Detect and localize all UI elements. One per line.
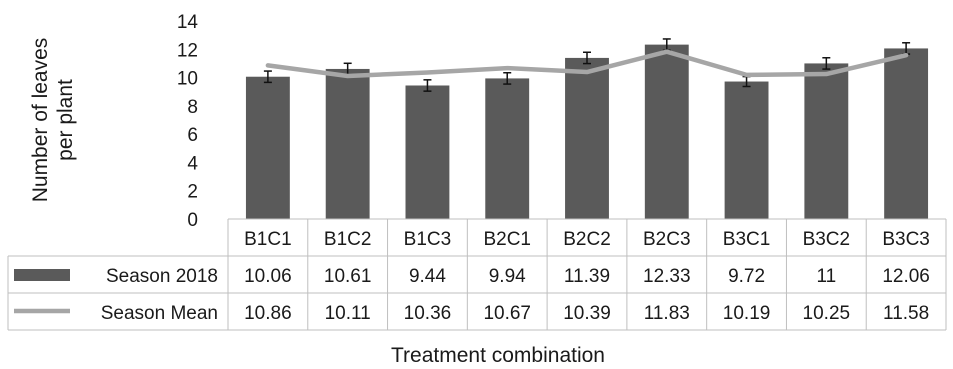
bar-b1c1	[245, 76, 290, 219]
bar-b3c3	[884, 48, 929, 220]
data-label-season-2018: 9.94	[489, 266, 526, 287]
y-tick-label: 10	[177, 69, 198, 90]
y-axis-ticks: 0 2 4 6 8 10 12 14	[177, 12, 199, 231]
data-label-season-mean: 10.39	[563, 303, 611, 324]
data-label-season-2018: 12.06	[882, 266, 930, 287]
data-label-season-2018: 9.44	[409, 266, 446, 287]
y-tick-label: 4	[187, 153, 198, 174]
y-tick-label: 12	[177, 40, 198, 61]
x-tick-label: B1C2	[324, 229, 372, 250]
data-label-season-2018: 10.61	[324, 266, 372, 287]
y-tick-label: 0	[187, 210, 198, 231]
error-bar-b1c3	[423, 79, 432, 92]
data-label-season-2018: 11.39	[564, 266, 610, 287]
bar-b1c2	[325, 68, 370, 220]
data-label-season-mean: 10.67	[483, 303, 531, 324]
x-tick-label: B2C3	[643, 229, 691, 250]
y-axis-title-line-1: Number of leaves	[29, 38, 52, 203]
data-label-season-mean: 10.25	[803, 303, 851, 324]
bar-b2c2	[565, 57, 609, 219]
data-label-season-mean: 10.36	[404, 303, 452, 324]
error-bar-b2c2	[583, 51, 591, 65]
bar-b1c3	[405, 85, 450, 220]
bar-b2c3	[644, 44, 689, 219]
y-tick-label: 6	[187, 125, 198, 146]
x-tick-label: B3C2	[803, 229, 851, 250]
x-tick-label: B2C1	[483, 229, 531, 250]
error-bar-b3c2	[822, 57, 831, 70]
data-label-season-mean: 11.58	[883, 303, 929, 324]
data-label-season-mean: 11.83	[644, 303, 690, 324]
data-label-season-2018: 11	[816, 266, 836, 287]
legend-label-season-2018: Season 2018	[106, 266, 218, 287]
data-label-season-mean: 10.86	[244, 303, 292, 324]
data-label-season-mean: 10.19	[723, 303, 771, 324]
bar-b3c2	[804, 63, 849, 219]
x-tick-label: B1C3	[404, 229, 452, 250]
bar-b3c1	[724, 81, 769, 219]
legend-label-season-mean: Season Mean	[101, 303, 218, 324]
x-tick-label: B2C2	[563, 229, 611, 250]
bar-b2c1	[485, 78, 530, 219]
y-axis-title: Number of leaves per plant	[29, 38, 77, 203]
data-label-season-2018: 9.72	[728, 266, 765, 287]
error-bar-b1c1	[263, 70, 272, 84]
legend-key-season-2018	[14, 269, 70, 281]
data-label-season-2018: 12.33	[643, 266, 691, 287]
x-tick-label: B3C1	[723, 229, 771, 250]
data-table: B1C1 B1C2 B1C3 B2C1 B2C2 B2C3 B3C1 B3C2 B3C3 Seas…	[7, 218, 947, 331]
y-tick-label: 14	[177, 12, 199, 33]
y-tick-label: 8	[187, 97, 198, 118]
y-tick-label: 2	[187, 182, 198, 203]
x-tick-label: B3C3	[882, 229, 930, 250]
line-series	[265, 49, 909, 79]
y-axis-title-line-2: per plant	[54, 79, 77, 161]
x-axis-title: Treatment combination	[391, 344, 605, 367]
error-bar-b2c1	[503, 72, 512, 85]
x-tick-label: B1C1	[244, 229, 292, 250]
data-label-season-2018: 10.06	[244, 266, 292, 287]
bar-series	[245, 44, 929, 220]
data-label-season-mean: 10.11	[325, 303, 371, 324]
